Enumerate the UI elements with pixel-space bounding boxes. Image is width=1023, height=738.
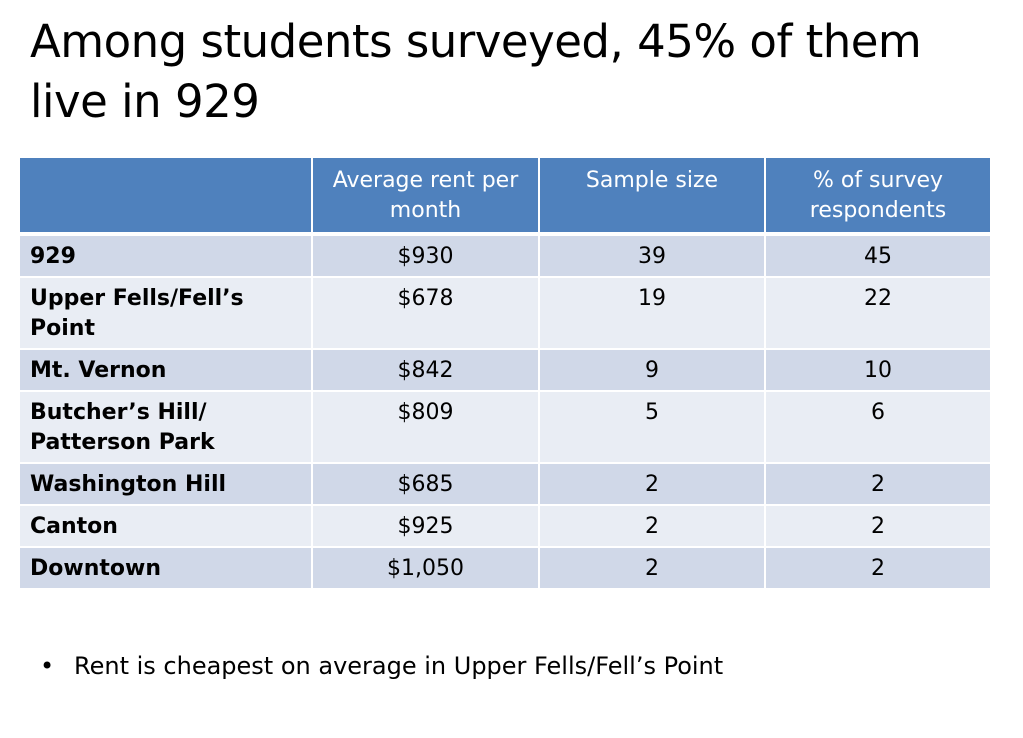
bullet-marker: • <box>40 652 55 680</box>
area-cell: 929 <box>20 234 313 278</box>
table-row: Upper Fells/Fell’s Point $678 19 22 <box>20 277 990 350</box>
header-average-rent: Average rent per month <box>312 158 540 236</box>
header-percent-respondents: % of survey respondents <box>765 158 990 236</box>
sample-cell: 2 <box>539 463 766 506</box>
rent-cell: $809 <box>312 391 540 464</box>
area-cell: Washington Hill <box>20 463 313 506</box>
rent-table: Average rent per month Sample size % of … <box>20 158 990 590</box>
rent-cell: $925 <box>312 505 540 548</box>
table-header-row: Average rent per month Sample size % of … <box>20 158 990 236</box>
sample-cell: 2 <box>539 505 766 548</box>
sample-cell: 2 <box>539 547 766 590</box>
percent-cell: 2 <box>765 463 990 506</box>
bullet-text: Rent is cheapest on average in Upper Fel… <box>74 652 724 680</box>
bullet-item: • Rent is cheapest on average in Upper F… <box>40 648 723 684</box>
area-cell: Canton <box>20 505 313 548</box>
sample-cell: 9 <box>539 349 766 392</box>
rent-cell: $678 <box>312 277 540 350</box>
rent-cell: $685 <box>312 463 540 506</box>
table-row: Downtown $1,050 2 2 <box>20 547 990 590</box>
rent-cell: $930 <box>312 234 540 278</box>
area-cell: Upper Fells/Fell’s Point <box>20 277 313 350</box>
sample-cell: 19 <box>539 277 766 350</box>
bullet-list: • Rent is cheapest on average in Upper F… <box>40 648 723 684</box>
rent-cell: $842 <box>312 349 540 392</box>
percent-cell: 2 <box>765 505 990 548</box>
area-cell: Butcher’s Hill/ Patterson Park <box>20 391 313 464</box>
percent-cell: 6 <box>765 391 990 464</box>
table-row: Washington Hill $685 2 2 <box>20 463 990 506</box>
sample-cell: 39 <box>539 234 766 278</box>
percent-cell: 22 <box>765 277 990 350</box>
table-row: Butcher’s Hill/ Patterson Park $809 5 6 <box>20 391 990 464</box>
table-row: Canton $925 2 2 <box>20 505 990 548</box>
header-sample-size: Sample size <box>539 158 766 236</box>
percent-cell: 45 <box>765 234 990 278</box>
area-cell: Downtown <box>20 547 313 590</box>
percent-cell: 2 <box>765 547 990 590</box>
header-area <box>20 158 313 236</box>
percent-cell: 10 <box>765 349 990 392</box>
area-cell: Mt. Vernon <box>20 349 313 392</box>
sample-cell: 5 <box>539 391 766 464</box>
slide-title: Among students surveyed, 45% of them liv… <box>30 15 922 128</box>
table-row: 929 $930 39 45 <box>20 234 990 278</box>
rent-cell: $1,050 <box>312 547 540 590</box>
table-row: Mt. Vernon $842 9 10 <box>20 349 990 392</box>
